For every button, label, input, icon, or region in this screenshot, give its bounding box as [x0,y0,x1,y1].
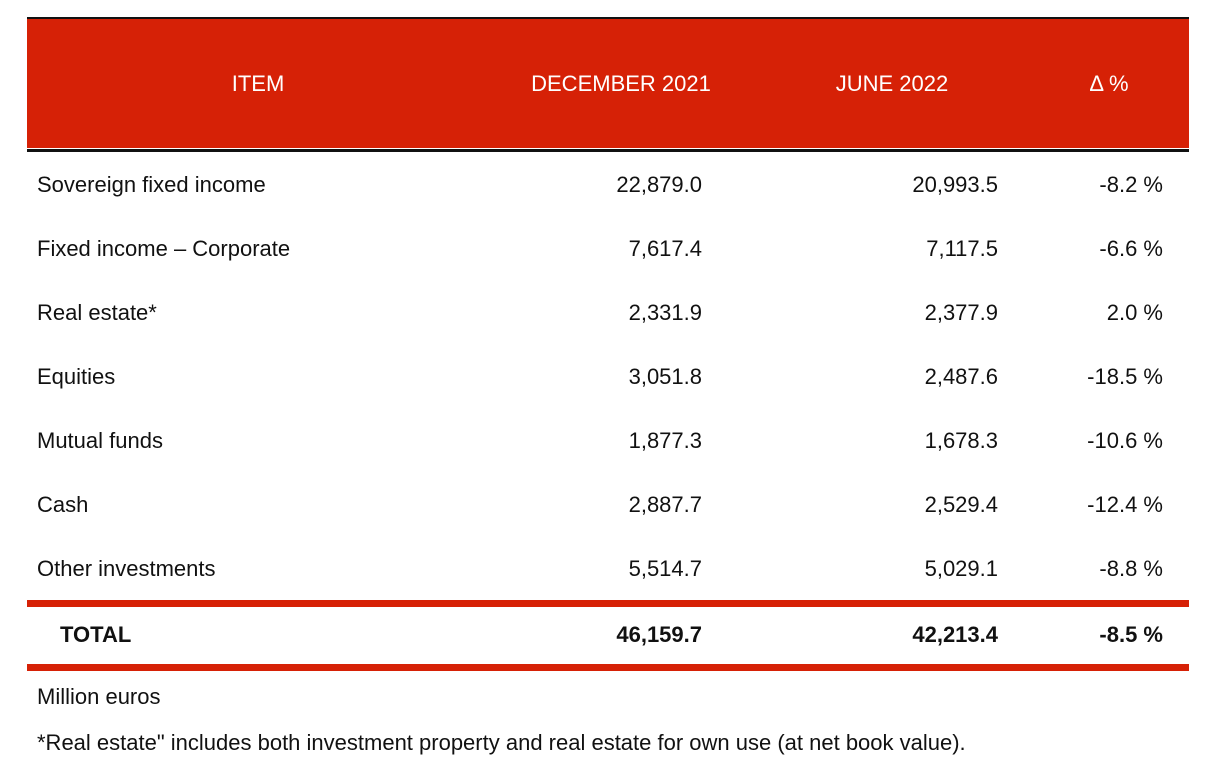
row-delta: 2.0 % [1106,300,1163,325]
row-december: 5,514.7 [628,556,702,581]
row-delta: -8.8 % [1099,556,1163,581]
row-june: 2,377.9 [924,300,998,325]
table-row: Cash 2,887.7 2,529.4 -12.4 % [27,472,1189,536]
top-rule [27,17,1189,19]
row-june: 2,487.6 [924,364,998,389]
table-row: Equities 3,051.8 2,487.6 -18.5 % [27,344,1189,408]
row-june: 7,117.5 [926,236,998,261]
table-row: Fixed income – Corporate 7,617.4 7,117.5 -6… [27,216,1189,280]
row-june: 2,529.4 [924,492,998,517]
row-item: Mutual funds [37,428,163,453]
total-top-rule [27,600,1189,607]
investment-table: ITEM DECEMBER 2021 JUNE 2022 Δ % Soverei… [27,17,1189,671]
row-december: 22,879.0 [616,172,702,197]
table-header: ITEM DECEMBER 2021 JUNE 2022 Δ % [27,19,1189,148]
row-december: 2,887.7 [628,492,702,517]
total-row: TOTAL 46,159.7 42,213.4 -8.5 % [27,607,1189,664]
row-item: Real estate* [37,300,157,325]
table-row: Sovereign fixed income 22,879.0 20,993.5 -8… [27,152,1189,216]
row-item: Cash [37,492,89,517]
row-delta: -18.5 % [1087,364,1163,389]
header-december-2021: DECEMBER 2021 [531,71,711,96]
header-item: ITEM [231,71,285,96]
table-row: Real estate* 2,331.9 2,377.9 2.0 % [27,280,1189,344]
footnote: *Real estate" includes both investment p… [37,730,966,755]
header-rule [27,149,1189,152]
row-item: Equities [37,364,116,389]
units-note: Million euros [37,684,161,709]
total-june: 42,213.4 [912,622,998,647]
header-june-2022: JUNE 2022 [835,71,949,96]
row-delta: -10.6 % [1087,428,1163,453]
total-december: 46,159.7 [616,622,702,647]
row-item: Fixed income – Corporate [37,236,291,261]
row-june: 5,029.1 [924,556,998,581]
row-december: 1,877.3 [628,428,702,453]
row-december: 2,331.9 [628,300,702,325]
row-december: 3,051.8 [628,364,702,389]
row-delta: -12.4 % [1087,492,1163,517]
total-label: TOTAL [60,622,132,647]
row-december: 7,617.4 [628,236,702,261]
table-row: Other investments 5,514.7 5,029.1 -8.8 % [27,536,1189,600]
row-june: 20,993.5 [912,172,998,197]
row-june: 1,678.3 [924,428,998,453]
row-item: Sovereign fixed income [37,172,266,197]
total-bottom-rule [27,664,1189,671]
row-delta: -8.2 % [1099,172,1163,197]
row-item: Other investments [37,556,216,581]
table-row: Mutual funds 1,877.3 1,678.3 -10.6 % [27,408,1189,472]
total-delta: -8.5 % [1099,622,1163,647]
header-delta-percent: Δ % [1089,71,1129,96]
row-delta: -6.6 % [1099,236,1163,261]
